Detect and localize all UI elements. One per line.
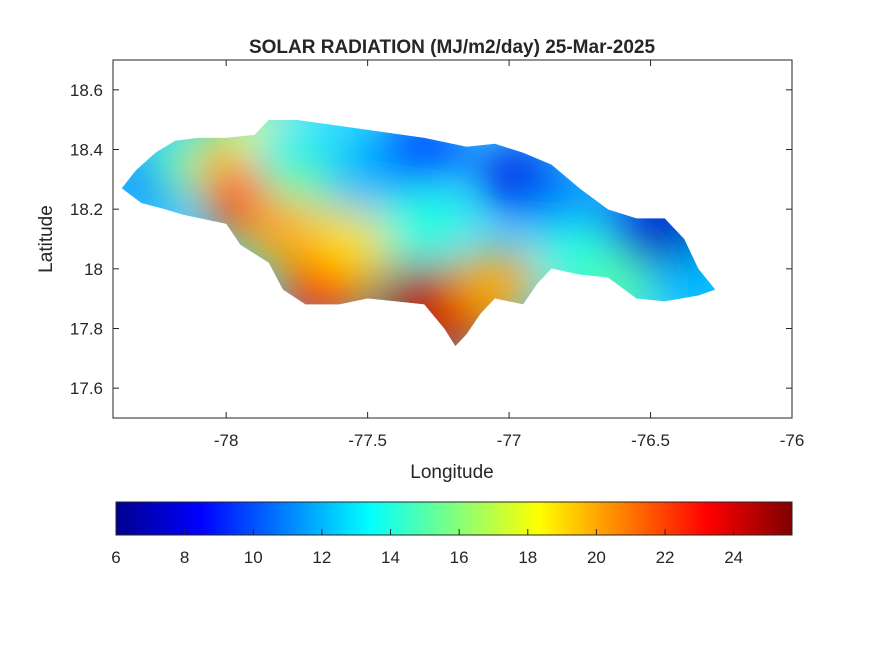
y-axis-label: Latitude (36, 205, 57, 273)
x-tick-label: -76.5 (631, 431, 670, 450)
y-tick-label: 17.8 (70, 320, 103, 339)
radiation-region (307, 210, 400, 279)
colorbar-tick-label: 24 (724, 548, 743, 567)
y-tick-label: 18.4 (70, 141, 103, 160)
x-axis-label: Longitude (410, 462, 493, 483)
colorbar-tick-label: 16 (450, 548, 469, 567)
island-outline (121, 119, 717, 347)
y-tick-label: 17.6 (70, 379, 103, 398)
colorbar-tick-label: 12 (312, 548, 331, 567)
x-tick-label: -77 (497, 431, 522, 450)
x-tick-label: -77.5 (348, 431, 387, 450)
colorbar-tick-label: 22 (656, 548, 675, 567)
colorbar (115, 501, 793, 536)
x-tick-label: -76 (780, 431, 805, 450)
y-axis: 17.6 17.8 18 18.2 18.4 18.6 (70, 81, 792, 398)
x-axis: -78 -77.5 -77 -76.5 -76 (214, 60, 804, 450)
colorbar-tick-label: 6 (111, 548, 120, 567)
colorbar-tick-label: 20 (587, 548, 606, 567)
colorbar-tick-label: 18 (518, 548, 537, 567)
y-tick-label: 18.6 (70, 81, 103, 100)
x-tick-label: -78 (214, 431, 239, 450)
colorbar-tick-label: 10 (244, 548, 263, 567)
colorbar-tick-label: 14 (381, 548, 400, 567)
colorbar-tick-label: 8 (180, 548, 189, 567)
chart-title: SOLAR RADIATION (MJ/m2/day) 25-Mar-2025 (249, 37, 656, 58)
y-tick-label: 18.2 (70, 200, 103, 219)
radiation-region (378, 190, 471, 259)
colorbar-ticks: 6 8 10 12 14 16 18 20 22 24 (111, 529, 743, 567)
y-tick-label: 18 (84, 260, 103, 279)
radiation-region (448, 249, 541, 318)
